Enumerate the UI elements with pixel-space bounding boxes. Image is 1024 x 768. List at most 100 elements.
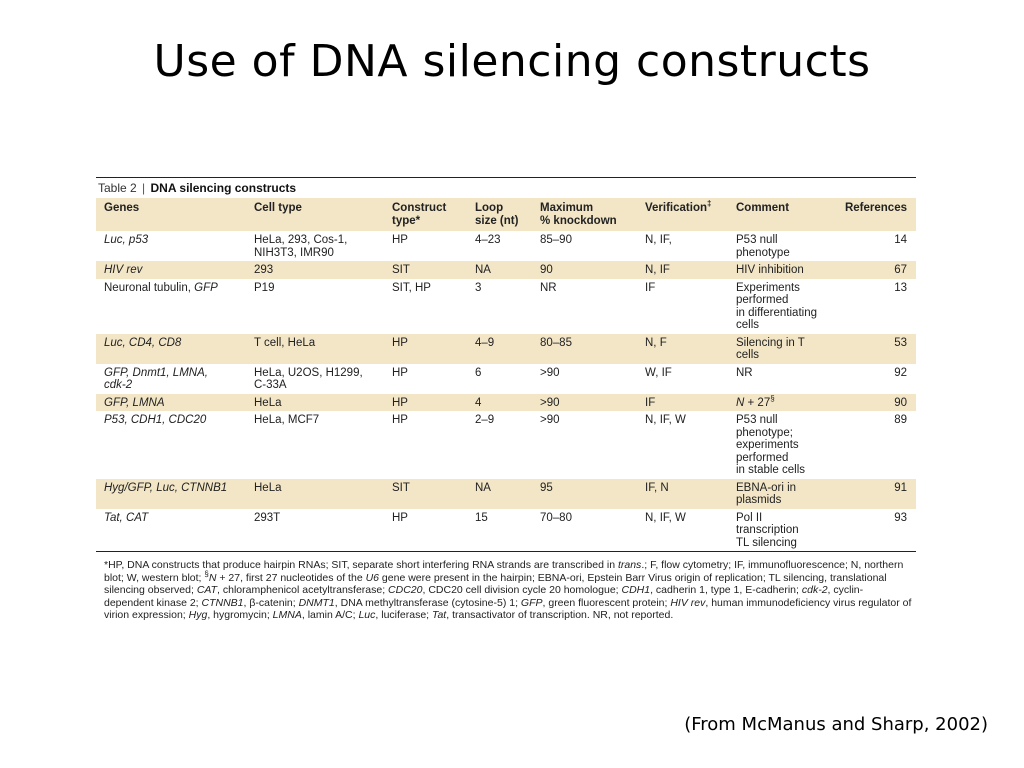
table-row: Hyg/GFP, Luc, CTNNB1 HeLa SIT NA 95 IF, N EBNA…	[96, 478, 916, 509]
cell-loop-size: NA	[467, 478, 532, 509]
table-row: HIV rev 293 SIT NA 90 N, IF HIV inhibition 67	[96, 261, 916, 279]
cell-comment: HIV inhibition	[728, 261, 831, 279]
cell-genes: GFP, Dnmt1, LMNA, cdk-2	[104, 366, 208, 392]
cell-reference: 92	[894, 366, 907, 379]
cell-genes: Neuronal tubulin, GFP	[104, 281, 218, 294]
cell-genes: Hyg/GFP, Luc, CTNNB1	[96, 478, 246, 509]
cell-max-knockdown: >90	[540, 366, 560, 379]
cell-verification: N, F	[637, 333, 728, 364]
header-comment: Comment	[728, 198, 831, 231]
cell-max-knockdown: 85–90	[540, 234, 572, 246]
table-row: GFP, Dnmt1, LMNA, cdk-2 HeLa, U2OS, H1299,…	[96, 364, 916, 394]
cell-construct-type: SIT, HP	[392, 281, 431, 294]
table-body: Luc, p53 HeLa, 293, Cos-1, NIH3T3, IMR90 HP…	[96, 231, 916, 551]
table-header-row: Genes Cell type Construct type* Loop siz…	[96, 198, 916, 231]
header-genes: Genes	[96, 198, 246, 231]
cell-cell-type: HeLa	[246, 393, 384, 411]
cell-loop-size: 2–9	[475, 414, 495, 426]
table-row: Luc, p53 HeLa, 293, Cos-1, NIH3T3, IMR90 HP…	[96, 231, 916, 261]
cell-reference: 53	[831, 333, 916, 364]
cell-comment: Pol II transcription TL silencing	[736, 511, 799, 549]
footnote-line: virion expression; Hyg, hygromycin; LMNA…	[104, 609, 674, 621]
cell-cell-type: T cell, HeLa	[246, 333, 384, 364]
cell-construct-type: SIT	[384, 478, 467, 509]
cell-reference: 13	[894, 281, 907, 294]
slide-title: Use of DNA silencing constructs	[153, 36, 871, 87]
cell-verification: N, IF, W	[645, 511, 686, 524]
table-footnote: *HP, DNA constructs that produce hairpin…	[96, 552, 916, 622]
caption-separator: |	[142, 181, 146, 195]
cell-reference: 93	[894, 511, 907, 524]
cell-max-knockdown: 70–80	[540, 511, 572, 524]
cell-loop-size: 3	[475, 281, 482, 294]
cell-cell-type: 293	[246, 261, 384, 279]
header-cell-type: Cell type	[246, 198, 384, 231]
cell-verification: IF	[645, 281, 656, 294]
table-row: P53, CDH1, CDC20 HeLa, MCF7 HP 2–9 >90 N, IF,…	[96, 411, 916, 479]
cell-loop-size: 4–9	[467, 333, 532, 364]
cell-genes: P53, CDH1, CDC20	[104, 414, 207, 426]
footnote-line: silencing observed; CAT, chloramphenicol…	[104, 584, 864, 596]
cell-cell-type: HeLa, 293, Cos-1, NIH3T3, IMR90	[254, 234, 348, 259]
table-row: GFP, LMNA HeLa HP 4 >90 IF N + 27§ 90	[96, 393, 916, 411]
footnote-line: *HP, DNA constructs that produce hairpin…	[104, 559, 904, 571]
cell-genes: Tat, CAT	[104, 511, 149, 524]
table-number: Table 2	[98, 181, 137, 195]
table-caption: Table 2 | DNA silencing constructs	[96, 177, 916, 198]
cell-cell-type: HeLa, MCF7	[254, 414, 320, 426]
cell-construct-type: HP	[392, 414, 408, 426]
header-loop-size: Loop size (nt)	[467, 198, 532, 231]
header-verification: Verification‡	[637, 198, 728, 231]
cell-max-knockdown: >90	[540, 414, 560, 426]
cell-loop-size: 4	[467, 393, 532, 411]
cell-reference: 14	[894, 234, 907, 246]
table-bottom-rule	[96, 551, 916, 552]
cell-verification: IF	[637, 393, 728, 411]
cell-genes: Luc, CD4, CD8	[96, 333, 246, 364]
source-citation: (From McManus and Sharp, 2002)	[684, 714, 988, 735]
cell-cell-type: HeLa	[246, 478, 384, 509]
cell-verification: N, IF	[637, 261, 728, 279]
cell-construct-type: HP	[392, 511, 408, 524]
cell-comment: P53 null phenotype	[736, 234, 790, 259]
cell-max-knockdown: >90	[532, 393, 637, 411]
cell-construct-type: HP	[384, 333, 467, 364]
table-row: Tat, CAT 293T HP 15 70–80 N, IF, W Pol II tran…	[96, 509, 916, 552]
cell-loop-size: 6	[475, 366, 482, 379]
cell-cell-type: HeLa, U2OS, H1299, C-33A	[254, 366, 363, 392]
cell-max-knockdown: 80–85	[532, 333, 637, 364]
header-maximum-knockdown: Maximum % knockdown	[532, 198, 637, 231]
cell-verification: N, IF, W	[645, 414, 686, 426]
cell-loop-size: 15	[475, 511, 488, 524]
data-table-figure: Table 2 | DNA silencing constructs Genes…	[96, 177, 916, 622]
cell-genes: HIV rev	[96, 261, 246, 279]
cell-comment: Silencing in T cells	[728, 333, 831, 364]
cell-verification: W, IF	[645, 366, 672, 379]
cell-construct-type: HP	[392, 234, 408, 246]
table-row: Neuronal tubulin, GFP P19 SIT, HP 3 NR IF Expe…	[96, 279, 916, 334]
header-construct-type: Construct type*	[384, 198, 467, 231]
table-title: DNA silencing constructs	[150, 181, 297, 195]
cell-max-knockdown: 95	[532, 478, 637, 509]
silencing-table: Genes Cell type Construct type* Loop siz…	[96, 198, 916, 551]
footnote-line: blot; W, western blot; §N + 27, first 27…	[104, 569, 887, 584]
cell-max-knockdown: 90	[532, 261, 637, 279]
cell-comment: P53 null phenotype; experiments performed…	[736, 414, 806, 476]
cell-comment: N + 27§	[728, 393, 831, 411]
cell-construct-type: HP	[392, 366, 408, 379]
footnote-line: dependent kinase 2; CTNNB1, β-catenin; D…	[104, 596, 912, 609]
cell-genes: GFP, LMNA	[96, 393, 246, 411]
cell-comment: Experiments performed in differentiating …	[736, 281, 817, 332]
cell-comment: EBNA-ori in plasmids	[728, 478, 831, 509]
cell-cell-type: P19	[254, 281, 275, 294]
cell-reference: 67	[831, 261, 916, 279]
cell-reference: 89	[894, 414, 907, 426]
cell-cell-type: 293T	[254, 511, 281, 524]
cell-verification: IF, N	[637, 478, 728, 509]
cell-construct-type: SIT	[384, 261, 467, 279]
cell-loop-size: NA	[467, 261, 532, 279]
cell-genes: Luc, p53	[104, 234, 149, 246]
cell-reference: 90	[831, 393, 916, 411]
cell-max-knockdown: NR	[540, 281, 557, 294]
